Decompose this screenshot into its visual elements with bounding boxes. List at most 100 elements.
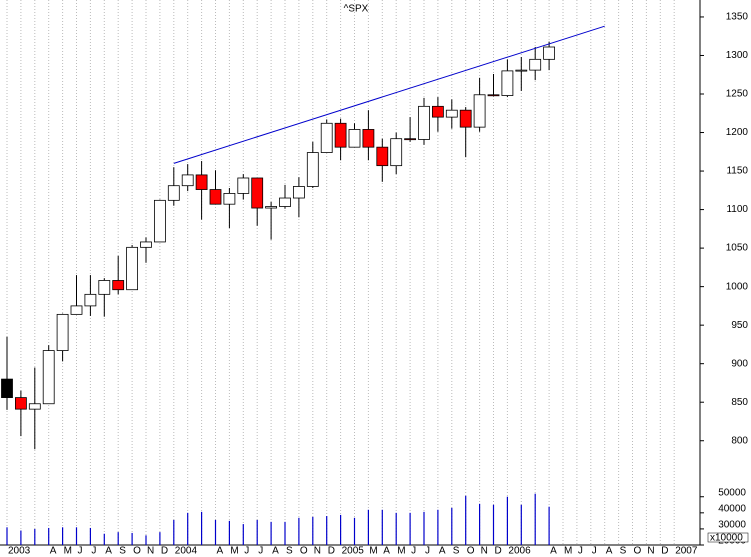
x-tick-label: 2004 bbox=[175, 546, 198, 557]
candle-body bbox=[390, 138, 403, 167]
x-tick-label: M bbox=[230, 546, 238, 557]
x-tick-label: O bbox=[634, 546, 642, 557]
y-tick-label: 1100 bbox=[726, 204, 748, 215]
x-tick-label: M bbox=[64, 546, 72, 557]
y-tick-label: 800 bbox=[731, 435, 748, 446]
x-tick-label: A bbox=[550, 546, 557, 557]
x-tick-label: D bbox=[161, 546, 168, 557]
y-tick-label: 1000 bbox=[726, 281, 749, 292]
candle-body bbox=[473, 94, 486, 128]
y-tick-label: 1150 bbox=[726, 166, 748, 177]
candle-body bbox=[70, 305, 83, 315]
candle-body bbox=[237, 177, 250, 194]
x-tick-label: S bbox=[453, 546, 460, 557]
x-tick-label: D bbox=[495, 546, 502, 557]
x-tick-label: J bbox=[578, 546, 583, 557]
x-tick-label: J bbox=[592, 546, 597, 557]
candle-body bbox=[404, 138, 417, 141]
volume-tick-label: 30000 bbox=[718, 520, 746, 531]
chart-title: ^SPX bbox=[344, 4, 369, 15]
volume-unit-label: x10000 bbox=[710, 533, 743, 544]
candle-body bbox=[209, 189, 222, 205]
candle-body bbox=[223, 193, 236, 205]
x-tick-label: J bbox=[411, 546, 416, 557]
candle-body bbox=[42, 350, 55, 405]
candle-body bbox=[334, 122, 347, 148]
candle-body bbox=[56, 313, 69, 351]
volume-tick-label: 50000 bbox=[718, 487, 746, 498]
candle-body bbox=[459, 109, 472, 128]
x-tick-label: J bbox=[78, 546, 83, 557]
candle-body bbox=[529, 58, 542, 71]
x-tick-label: A bbox=[50, 546, 57, 557]
candle-body bbox=[431, 105, 444, 118]
x-tick-label: A bbox=[439, 546, 446, 557]
x-tick-label: D bbox=[661, 546, 668, 557]
y-tick-label: 1050 bbox=[726, 243, 749, 254]
candle-body bbox=[320, 122, 333, 153]
candle-body bbox=[501, 70, 514, 96]
candle-body bbox=[487, 94, 500, 97]
y-tick-label: 950 bbox=[731, 320, 748, 331]
x-tick-label: S bbox=[119, 546, 126, 557]
x-tick-label: 2005 bbox=[342, 546, 365, 557]
candle-body bbox=[348, 129, 361, 148]
candle-body bbox=[28, 403, 41, 410]
candle-body bbox=[181, 174, 194, 187]
candle-body bbox=[279, 197, 291, 207]
candle-body bbox=[445, 109, 458, 118]
x-tick-label: J bbox=[244, 546, 249, 557]
y-tick-label: 1250 bbox=[726, 89, 749, 100]
x-tick-label: M bbox=[397, 546, 405, 557]
candle-body bbox=[1, 378, 13, 398]
x-tick-label: A bbox=[105, 546, 112, 557]
y-tick-label: 1200 bbox=[726, 127, 749, 138]
x-tick-label: 2003 bbox=[8, 546, 31, 557]
y-tick-label: 1300 bbox=[726, 50, 749, 61]
y-tick-label: 850 bbox=[731, 397, 748, 408]
x-tick-label: J bbox=[425, 546, 430, 557]
candle-body bbox=[306, 152, 319, 187]
x-tick-label: M bbox=[369, 546, 377, 557]
candle-body bbox=[153, 199, 166, 243]
x-tick-label: A bbox=[383, 546, 390, 557]
candle-body bbox=[418, 105, 430, 140]
candle-body bbox=[195, 174, 208, 190]
y-tick-label: 1350 bbox=[726, 12, 749, 23]
x-tick-label: O bbox=[300, 546, 308, 557]
x-tick-label: O bbox=[133, 546, 141, 557]
x-tick-label: N bbox=[147, 546, 154, 557]
candle-body bbox=[126, 246, 138, 291]
unit-box bbox=[707, 532, 749, 543]
candle-body bbox=[98, 280, 111, 295]
candle-body bbox=[515, 69, 528, 72]
x-tick-label: N bbox=[481, 546, 488, 557]
candle-body bbox=[251, 177, 264, 209]
x-tick-label: 2007 bbox=[675, 546, 698, 557]
x-tick-label: O bbox=[467, 546, 475, 557]
candle-body bbox=[167, 185, 180, 201]
x-tick-label: 2006 bbox=[508, 546, 531, 557]
candle-body bbox=[112, 280, 125, 291]
x-tick-label: J bbox=[258, 546, 263, 557]
x-tick-label: A bbox=[606, 546, 613, 557]
volume-tick-label: 40000 bbox=[718, 503, 746, 514]
x-tick-label: S bbox=[286, 546, 293, 557]
candle-body bbox=[376, 146, 389, 167]
candle-body bbox=[265, 206, 278, 209]
x-tick-label: N bbox=[647, 546, 654, 557]
x-tick-label: A bbox=[272, 546, 279, 557]
x-tick-label: J bbox=[91, 546, 96, 557]
y-tick-label: 900 bbox=[731, 358, 748, 369]
candle-body bbox=[543, 46, 555, 60]
candle-body bbox=[292, 186, 305, 199]
x-tick-label: M bbox=[564, 546, 572, 557]
candle-body bbox=[362, 129, 375, 148]
x-tick-label: A bbox=[217, 546, 224, 557]
candle-body bbox=[14, 397, 27, 410]
candle-body bbox=[140, 241, 152, 248]
x-tick-label: S bbox=[620, 546, 627, 557]
